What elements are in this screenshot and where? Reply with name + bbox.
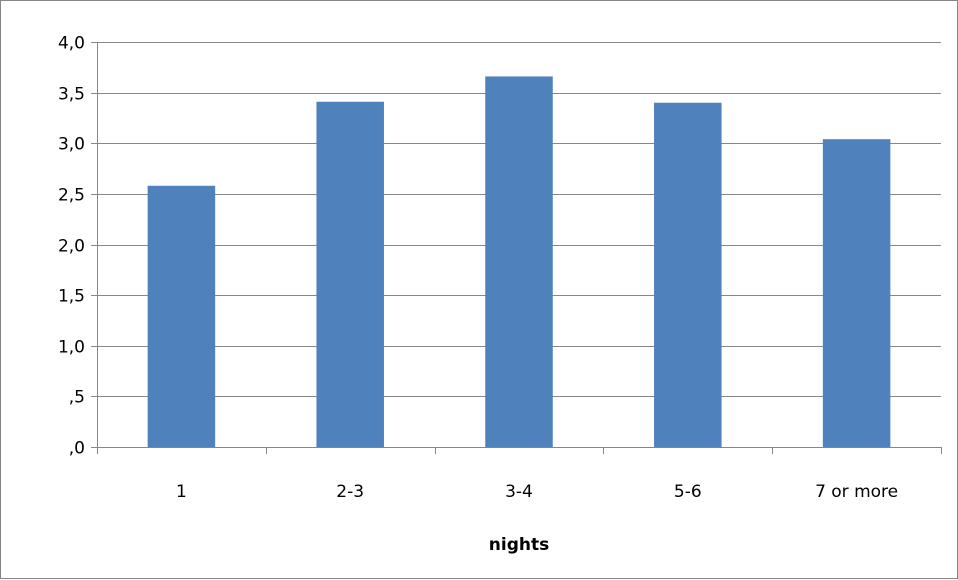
bar bbox=[822, 139, 891, 447]
x-tick-label: 1 bbox=[176, 482, 187, 502]
bars bbox=[147, 76, 891, 448]
x-tick-label: 7 or more bbox=[815, 482, 898, 502]
y-tick-label: 3,0 bbox=[58, 135, 85, 155]
tick-labels: ,0 ,5 1,0 1,5 2,0 2,5 3,0 3,5 4,0 1 2-3 3-4 5-6 7 or … bbox=[58, 34, 898, 503]
x-tick-label: 3-4 bbox=[505, 482, 533, 502]
bar bbox=[485, 76, 553, 448]
x-tick-label: 2-3 bbox=[336, 482, 364, 502]
bar bbox=[316, 101, 384, 448]
x-tick-label: 5-6 bbox=[674, 482, 702, 502]
y-tick-label: 1,0 bbox=[58, 338, 85, 358]
y-tick-label: 2,5 bbox=[58, 186, 85, 206]
x-axis-title: nights bbox=[489, 535, 549, 555]
y-tick-label: 1,5 bbox=[58, 287, 85, 307]
y-tick-label: 2,0 bbox=[58, 237, 85, 257]
y-tick-label: 3,5 bbox=[58, 85, 85, 105]
y-tick-label: ,0 bbox=[69, 439, 85, 459]
bar bbox=[654, 102, 722, 447]
bar bbox=[147, 185, 216, 447]
y-tick-label: 4,0 bbox=[58, 34, 85, 54]
y-tick-label: ,5 bbox=[69, 388, 85, 408]
axes bbox=[91, 42, 942, 454]
